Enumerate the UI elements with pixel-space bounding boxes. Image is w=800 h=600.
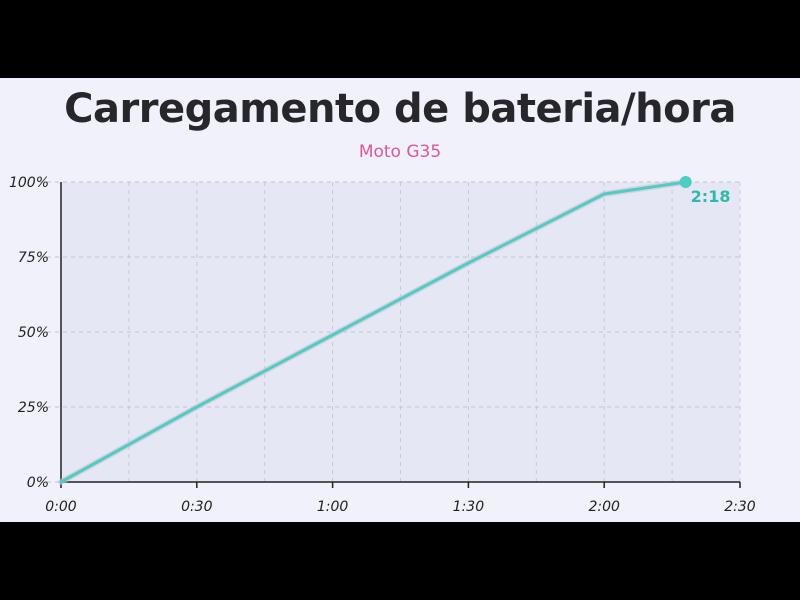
y-tick-label: 75% — [18, 250, 49, 266]
x-tick-label: 1:30 — [453, 499, 485, 515]
x-tick-label: 0:30 — [181, 499, 213, 515]
series-line — [59, 180, 688, 484]
end-point-marker — [679, 176, 692, 188]
y-tick-label: 50% — [18, 325, 49, 341]
x-tick-label: 0:00 — [45, 499, 77, 515]
chart-title: Carregamento de bateria/hora — [64, 86, 736, 132]
y-tick-label: 0% — [27, 475, 49, 491]
x-tick-label: 1:00 — [317, 499, 349, 515]
x-tick-label: 2:30 — [724, 499, 756, 515]
x-tick-label: 2:00 — [588, 499, 620, 515]
chart-subtitle: Moto G35 — [358, 142, 442, 162]
y-tick-label: 25% — [18, 400, 49, 416]
end-point-label: 2:18 — [691, 187, 731, 206]
y-tick-label: 100% — [9, 175, 49, 191]
